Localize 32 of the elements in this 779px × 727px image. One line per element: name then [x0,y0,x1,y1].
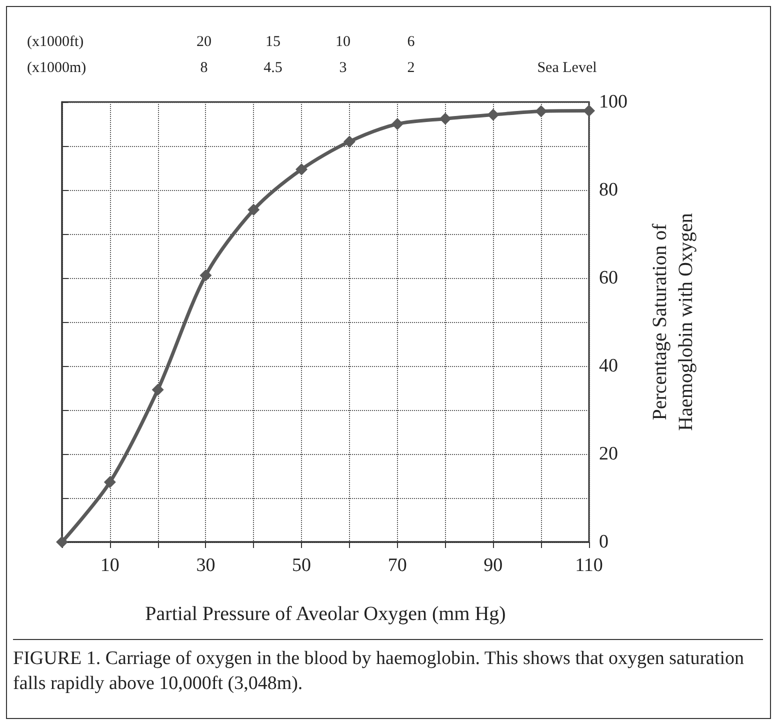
point [104,476,116,488]
point [296,163,308,176]
x-tick-label: 90 [484,555,503,576]
text: 15 4.5 [264,34,282,76]
text: 10 3 [336,34,350,76]
y-tick-label: 0 [599,532,608,552]
text: Sea Level [537,60,597,76]
x-tick-label: 70 [388,555,407,576]
x-tick-label: 10 [100,555,120,576]
point [391,118,404,130]
text: (x1000ft) (x1000m) [27,34,86,76]
y-tick-label: 100 [599,92,628,112]
y-tick-label: 60 [599,268,618,288]
x-tick-label: 110 [575,555,603,576]
point [200,269,212,282]
x-tick-label: 50 [292,555,312,576]
point [583,104,595,117]
caption: FIGURE 1. Carriage of oxygen in the blood by haemoglobin. This shows that oxygen saturation falls rapidly above 10,000ft (3,048m). [13,639,763,696]
y-tick-label: 40 [599,356,618,376]
point [152,384,164,396]
point [248,204,260,216]
y-axis-title: Percentage Saturation of Haemoglobin with Oxygen [649,213,697,431]
text: 6 2 [407,34,416,76]
point [343,136,356,148]
point [487,108,500,121]
point [535,105,548,118]
x-axis-title: Partial Pressure of Aveolar Oxygen (mm Hg) [145,603,506,625]
text: 20 8 [196,34,212,76]
x-tick-label: 30 [196,555,216,576]
y-tick-label: 20 [599,444,618,464]
point [439,112,452,125]
y-tick-label: 80 [599,180,618,200]
